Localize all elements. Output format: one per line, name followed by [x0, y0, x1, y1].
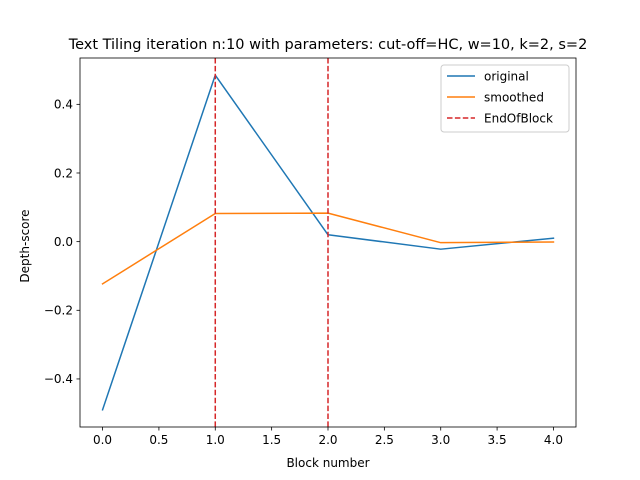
x-tick-label: 4.0: [544, 433, 563, 447]
y-tick-label: −0.2: [44, 304, 73, 318]
legend-frame: [440, 64, 570, 133]
x-tick-label: 3.5: [488, 433, 507, 447]
legend-label-smoothed: smoothed: [484, 90, 544, 104]
x-tick-label: 1.5: [262, 433, 281, 447]
y-axis-label: Depth-score: [18, 209, 32, 282]
x-tick-label: 0.0: [93, 433, 112, 447]
x-tick-label: 2.5: [375, 433, 394, 447]
legend-label-original: original: [484, 69, 529, 83]
legend: original smoothed EndOfBlock: [440, 64, 570, 133]
y-tick-label: 0.0: [54, 235, 73, 249]
legend-label-EndOfBlock: EndOfBlock: [484, 111, 553, 125]
x-tick-label: 0.5: [149, 433, 168, 447]
plot-area: 0.0 0.5 1.0 1.5 2.0 2.5 3.0 3.5 4.0 −0.4 −0.2 0.0 0.…: [44, 57, 577, 447]
x-tick-label: 1.0: [206, 433, 225, 447]
x-axis-label: Block number: [286, 456, 369, 470]
x-tick-label: 3.0: [431, 433, 450, 447]
series-lines: [101, 58, 555, 427]
x-tick-label: 2.0: [318, 433, 337, 447]
y-tick-label: −0.4: [44, 372, 73, 386]
y-tick-label: 0.4: [54, 98, 73, 112]
y-tick-label: 0.2: [54, 166, 73, 180]
chart-title: Text Tiling iteration n:10 with paramete…: [68, 37, 588, 53]
